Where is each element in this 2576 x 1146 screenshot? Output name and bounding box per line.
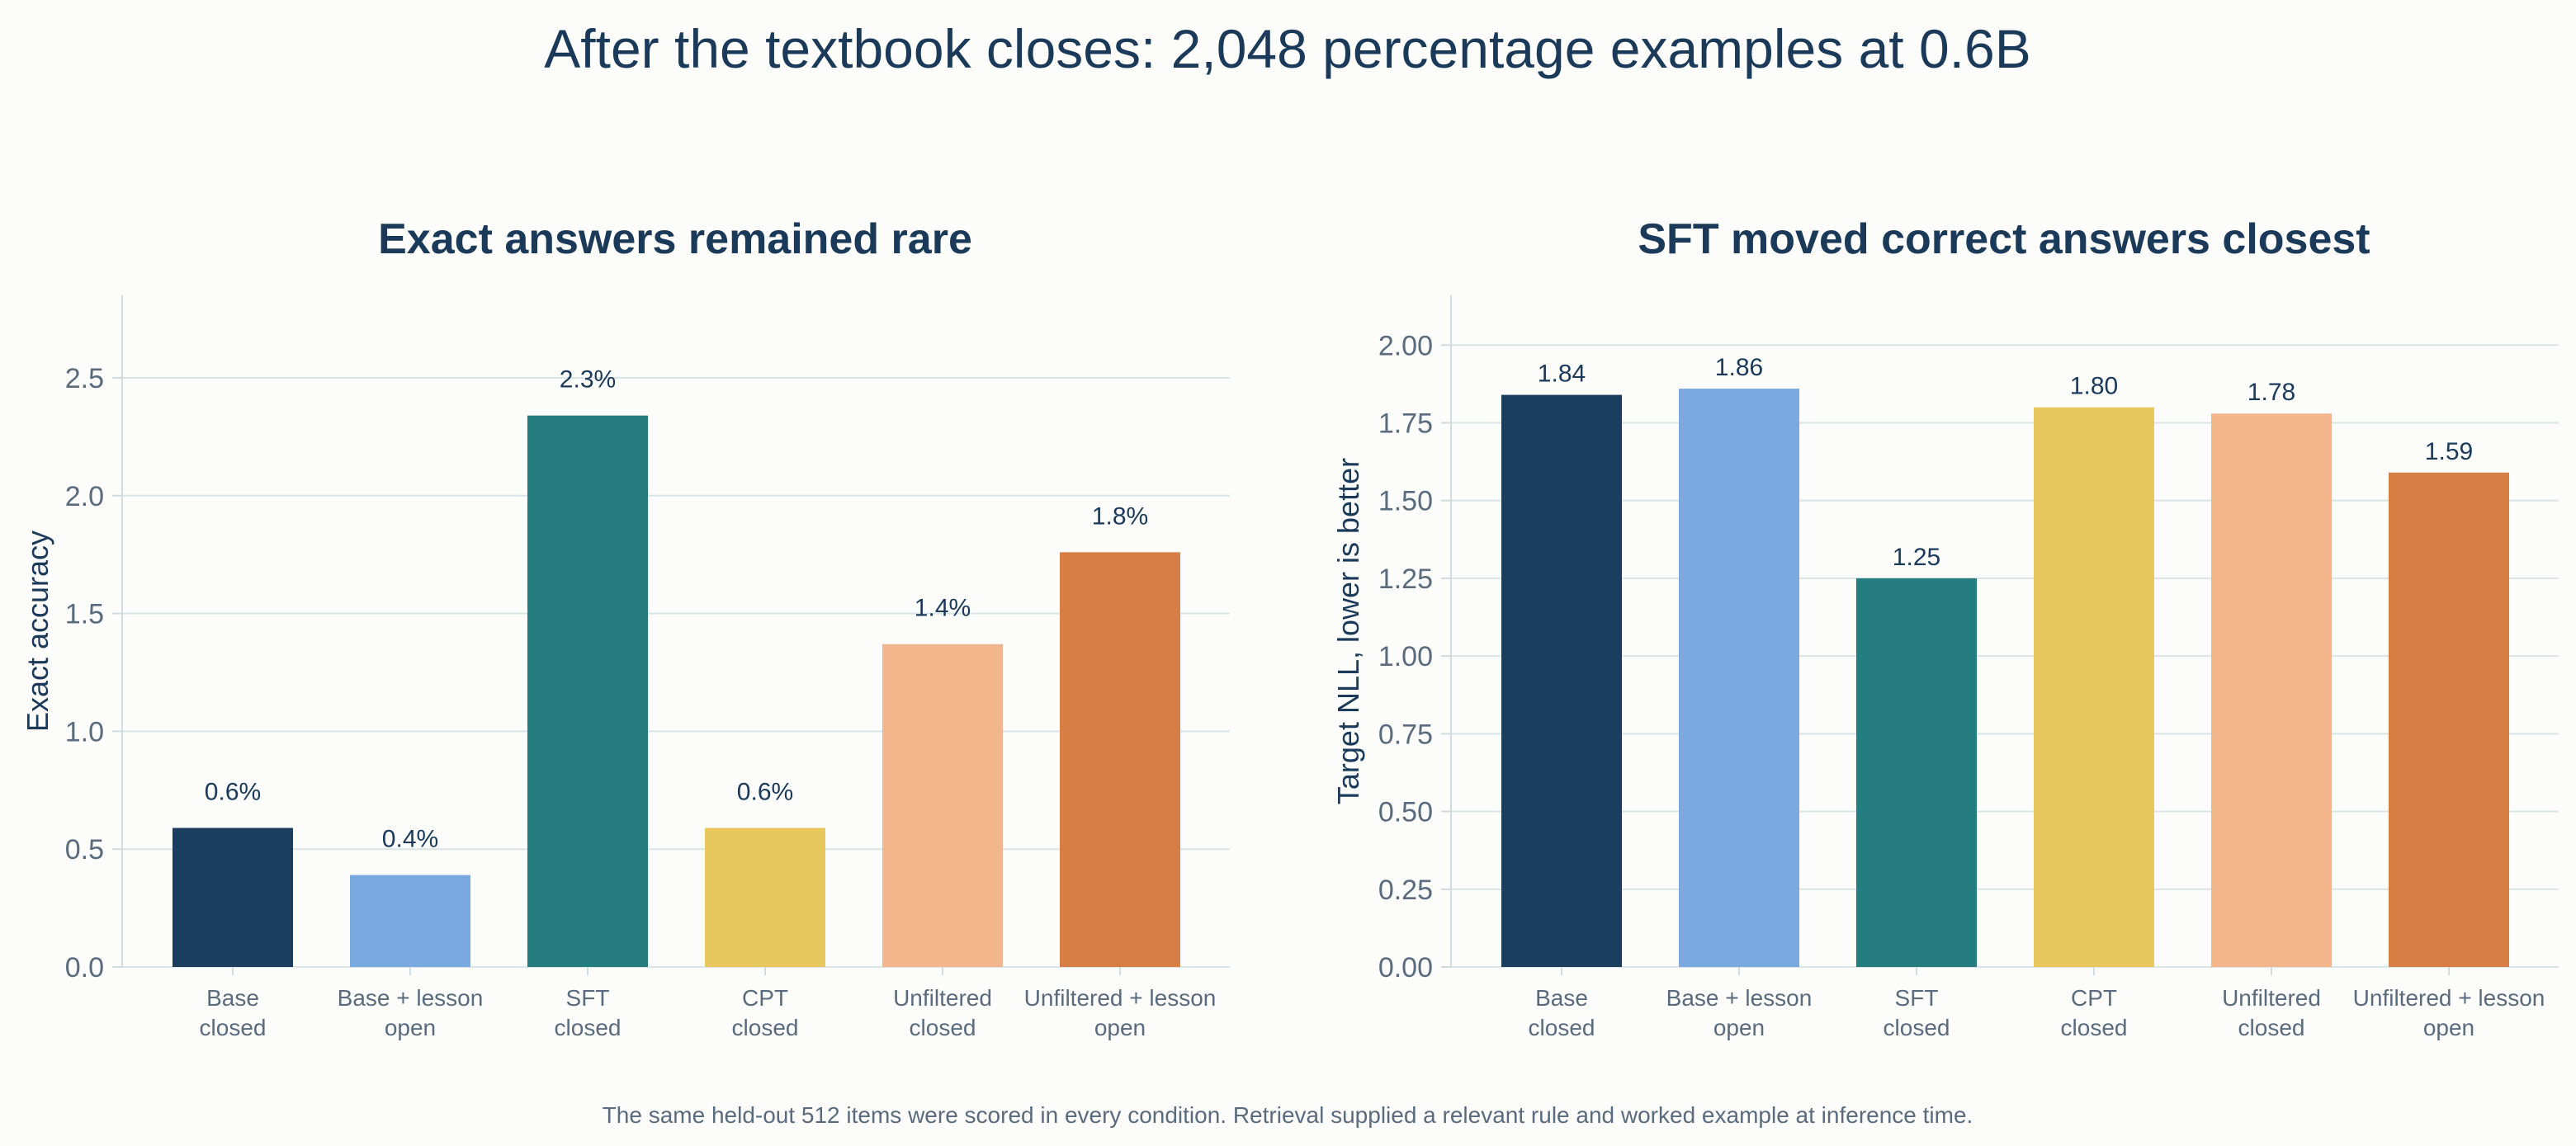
data-label: 2.3% — [560, 366, 616, 394]
figure-caption: The same held-out 512 items were scored … — [603, 1102, 1973, 1128]
y-tick-label: 0.75 — [1378, 719, 1433, 750]
y-tick-label: 2.0 — [65, 481, 104, 512]
x-tick-label: closed — [555, 1015, 622, 1040]
bar-exact-accuracy-3 — [705, 828, 825, 967]
x-tick-label: open — [1713, 1015, 1765, 1040]
y-tick-label: 2.5 — [65, 363, 104, 394]
x-tick-label: Unfiltered + lesson — [2353, 985, 2545, 1011]
x-tick-label: CPT — [742, 985, 788, 1011]
x-tick-label: closed — [1529, 1015, 1595, 1040]
data-label: 1.80 — [2070, 373, 2118, 400]
panel-target-nll: SFT moved correct answers closest Target… — [1331, 215, 2559, 1040]
y-tick-label: 1.50 — [1378, 486, 1433, 517]
x-tick-label: Unfiltered — [2222, 985, 2321, 1011]
x-tick-label: Base + lesson — [1666, 985, 1813, 1011]
bar-target-nll-4 — [2211, 413, 2332, 967]
data-label: 0.6% — [737, 778, 793, 805]
x-tick-label: closed — [732, 1015, 799, 1040]
data-label: 0.6% — [205, 778, 261, 805]
data-label: 1.59 — [2425, 438, 2473, 465]
x-tick-label: SFT — [1895, 985, 1939, 1011]
y-axis-label-target-nll: Target NLL, lower is better — [1331, 458, 1365, 804]
panel-exact-accuracy: Exact answers remained rare Exact accura… — [21, 215, 1230, 1040]
y-tick-label: 0.25 — [1378, 875, 1433, 906]
y-tick-label: 1.75 — [1378, 408, 1433, 440]
bar-target-nll-2 — [1856, 578, 1977, 967]
x-tick-label: CPT — [2071, 985, 2117, 1011]
bar-exact-accuracy-4 — [882, 644, 1003, 967]
data-label: 1.4% — [915, 595, 971, 622]
bar-target-nll-0 — [1501, 394, 1622, 967]
bar-target-nll-1 — [1679, 389, 1799, 967]
y-tick-label: 0.0 — [65, 952, 104, 983]
figure-title: After the textbook closes: 2,048 percent… — [544, 18, 2030, 79]
panel-title-exact-accuracy: Exact answers remained rare — [378, 215, 972, 263]
data-label: 0.4% — [382, 826, 438, 853]
y-tick-label: 1.25 — [1378, 564, 1433, 595]
data-label: 1.25 — [1893, 544, 1940, 571]
x-tick-label: Base — [1535, 985, 1588, 1011]
x-tick-label: closed — [2061, 1015, 2128, 1040]
x-tick-label: Base — [206, 985, 259, 1011]
x-tick-label: Base + lesson — [338, 985, 484, 1011]
y-tick-label: 1.00 — [1378, 641, 1433, 672]
bar-exact-accuracy-5 — [1060, 552, 1180, 967]
x-tick-label: Unfiltered — [893, 985, 992, 1011]
x-tick-label: open — [2423, 1015, 2474, 1040]
x-tick-label: closed — [2238, 1015, 2305, 1040]
y-tick-label: 0.00 — [1378, 952, 1433, 983]
y-tick-label: 1.5 — [65, 599, 104, 630]
x-tick-label: closed — [200, 1015, 267, 1040]
x-tick-label: closed — [910, 1015, 976, 1040]
bar-target-nll-5 — [2389, 472, 2509, 967]
bar-exact-accuracy-0 — [173, 828, 293, 967]
x-tick-label: closed — [1884, 1015, 1950, 1040]
y-tick-label: 0.5 — [65, 834, 104, 865]
bar-exact-accuracy-1 — [350, 875, 470, 967]
x-tick-label: Unfiltered + lesson — [1024, 985, 1217, 1011]
data-label: 1.8% — [1092, 502, 1148, 530]
y-axis-label-exact-accuracy: Exact accuracy — [21, 531, 54, 732]
data-label: 1.78 — [2248, 379, 2295, 406]
bar-exact-accuracy-2 — [527, 415, 648, 967]
y-tick-label: 2.00 — [1378, 330, 1433, 361]
x-tick-label: SFT — [566, 985, 610, 1011]
panel-title-target-nll: SFT moved correct answers closest — [1638, 215, 2370, 263]
x-tick-label: open — [1094, 1015, 1146, 1040]
data-label: 1.86 — [1715, 354, 1763, 381]
y-tick-label: 0.50 — [1378, 797, 1433, 828]
y-tick-label: 1.0 — [65, 716, 104, 747]
bar-target-nll-3 — [2034, 407, 2154, 968]
x-tick-label: open — [385, 1015, 436, 1040]
data-label: 1.84 — [1538, 361, 1586, 388]
